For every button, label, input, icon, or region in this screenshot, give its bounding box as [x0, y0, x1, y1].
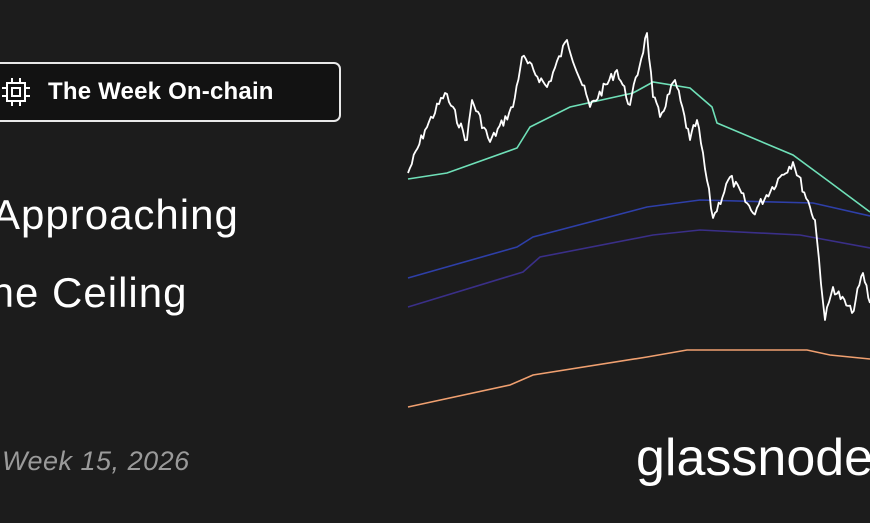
price-line — [407, 32, 870, 321]
series-badge: The Week On-chain — [0, 62, 341, 122]
issue-date: Week 15, 2026 — [2, 446, 190, 476]
teal-line — [407, 81, 870, 213]
badge-label: The Week On-chain — [48, 78, 274, 105]
purple-line — [407, 229, 870, 308]
blue-line — [407, 199, 870, 279]
title-line-2: the Ceiling — [0, 269, 188, 316]
page-title: Approaching the Ceiling — [0, 176, 239, 332]
chip-icon — [2, 78, 30, 106]
orange-line — [407, 349, 870, 408]
glassnode-logo: glassnode — [636, 429, 870, 487]
title-line-1: Approaching — [0, 191, 239, 238]
